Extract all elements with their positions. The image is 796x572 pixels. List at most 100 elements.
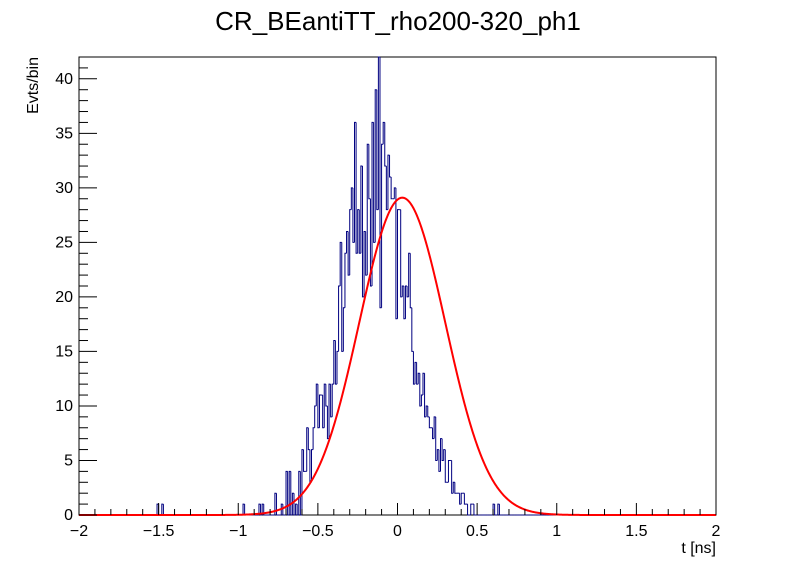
histogram-bin [260,504,263,516]
histogram-bin [411,307,414,352]
histogram-bin [303,449,306,472]
histogram-bin [395,187,398,320]
histogram-bin [436,449,439,461]
histogram-bin [425,405,428,417]
y-tick-label: 35 [55,125,73,142]
histogram-bin [389,155,392,178]
histogram-bin [274,492,277,515]
histogram-bin [420,394,423,406]
histogram-bin [290,471,293,516]
histogram-bin [318,394,322,428]
y-tick-label: 15 [55,343,73,360]
histogram-bin [406,286,409,298]
histogram-bin [263,504,266,516]
gaussian-fit-curve [79,196,716,516]
histogram-bin [311,449,314,483]
histogram-bin [427,405,430,418]
histogram-bin [371,121,374,286]
histogram-bin [444,449,447,483]
y-tick-label: 25 [55,234,73,251]
histogram-bin [428,416,431,429]
histogram-bin [346,230,349,254]
x-tick-label: −1.5 [143,523,175,540]
histogram-bin [282,504,285,516]
x-tick-label: 1 [552,523,561,540]
histogram-bin [374,89,377,243]
histogram-bin [354,121,357,243]
histogram-bin [447,459,451,483]
histogram-bin [296,504,299,516]
y-tick-label: 20 [55,289,73,306]
x-tick-label: 0.5 [466,523,488,540]
histogram-bin [473,504,476,516]
histogram-bin [451,460,454,494]
x-tick-label: 2 [712,523,721,540]
histogram-bin [438,449,441,472]
histogram-bin [288,470,291,515]
y-tick-label: 0 [64,507,73,524]
histogram-bin [336,350,339,385]
histogram-bin [379,57,382,309]
histogram-bin [156,503,159,515]
histogram-bin [334,340,337,385]
histogram-bin [349,209,352,276]
histogram-bin [422,372,425,396]
histogram-bin [494,504,497,516]
histogram-bin [377,56,380,210]
histogram-bin [435,416,438,461]
histogram-bin [325,384,328,407]
histogram-bin [323,383,326,428]
histogram-bin [261,503,264,515]
histogram-bin [242,503,245,515]
histogram-bin [414,361,417,385]
histogram-bin [452,481,455,494]
histogram-bin [341,242,344,352]
histogram-bin [459,493,462,505]
histogram-bin [381,143,384,308]
chart-title: CR_BEantiTT_rho200-320_ph1 [215,6,581,36]
histogram-bin [376,89,379,211]
histogram-bin [460,492,463,505]
histogram-bin [400,209,403,298]
histogram-bin [409,253,412,309]
histogram-bin [467,504,470,516]
histogram-bin [291,492,294,515]
histogram-bin [161,503,164,515]
histogram-bin [393,187,396,199]
histogram-bin [498,504,502,516]
histogram-bin [408,252,411,297]
histogram-bin [401,285,404,297]
histogram-bin [419,373,422,407]
histogram-bin [312,427,315,450]
x-tick-label: −0.5 [302,523,334,540]
histogram-bin [322,395,325,429]
histogram-bin [397,209,400,319]
x-tick-label: 0 [393,523,402,540]
histogram-bin [404,285,408,319]
histogram-bin [424,373,427,418]
histogram-bin [416,362,419,385]
y-tick-label: 5 [64,452,73,469]
histogram-bin [358,209,361,254]
histogram-bin [463,493,466,505]
histogram-layer [79,56,716,516]
histogram-bin [162,504,165,516]
histogram-bin [403,286,406,320]
histogram-bin [454,482,457,494]
histogram-bin [417,372,420,385]
histogram-bin [350,187,353,210]
histogram-bin [280,503,283,515]
x-axis-label: t [ns] [681,540,716,557]
histogram-bin [338,285,341,352]
y-tick-label: 10 [55,398,73,415]
histogram-bin [361,166,365,298]
histogram-bin [306,427,309,472]
y-tick-label: 40 [55,71,73,88]
histogram-bin [347,231,350,276]
histogram-bin [326,405,330,440]
histogram-bin [363,230,366,297]
histogram-bin [299,471,302,516]
histogram-bin [315,383,318,406]
